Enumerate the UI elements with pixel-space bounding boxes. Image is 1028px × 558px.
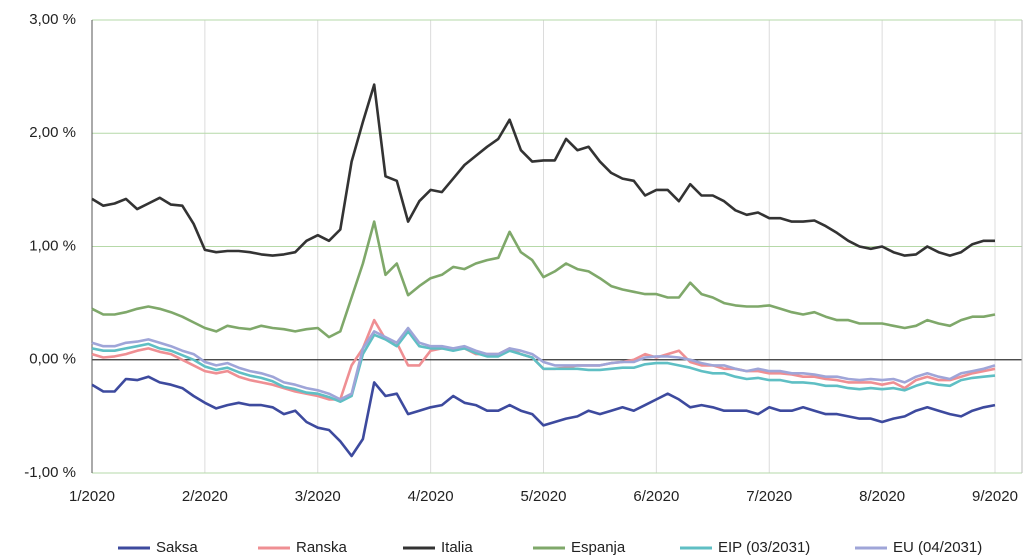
series-line <box>91 83 995 257</box>
y-tick-label: 1,00 % <box>29 237 76 254</box>
x-tick-label: 8/2020 <box>859 488 905 505</box>
legend-label: Ranska <box>296 539 348 556</box>
series-line <box>91 375 996 458</box>
y-tick-label: -1,00 % <box>24 464 76 481</box>
y-tick-label: 0,00 % <box>29 351 76 368</box>
x-tick-label: 4/2020 <box>408 488 454 505</box>
legend-label: EIP (03/2031) <box>718 539 810 556</box>
legend-label: Italia <box>441 539 473 556</box>
series-line <box>91 326 996 401</box>
series-line <box>91 330 996 403</box>
y-tick-label: 2,00 % <box>29 124 76 141</box>
legend-label: EU (04/2031) <box>893 539 982 556</box>
x-tick-label: 9/2020 <box>972 488 1018 505</box>
x-tick-label: 6/2020 <box>633 488 679 505</box>
x-tick-label: 7/2020 <box>746 488 792 505</box>
x-tick-label: 1/2020 <box>69 488 115 505</box>
legend-label: Saksa <box>156 539 198 556</box>
x-tick-label: 5/2020 <box>521 488 567 505</box>
y-tick-label: 3,00 % <box>29 11 76 28</box>
series-line <box>91 220 996 339</box>
x-tick-label: 2/2020 <box>182 488 228 505</box>
legend-label: Espanja <box>571 539 626 556</box>
x-tick-label: 3/2020 <box>295 488 341 505</box>
